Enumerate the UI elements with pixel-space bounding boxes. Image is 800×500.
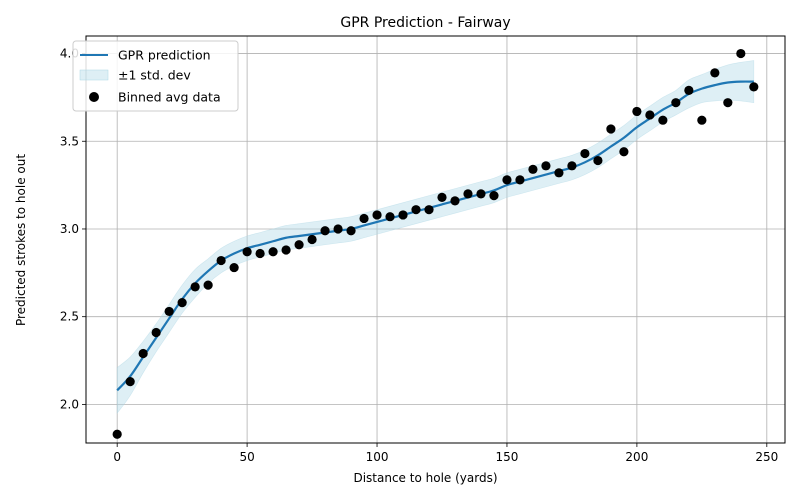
x-tick-label: 200	[625, 450, 648, 464]
data-point	[528, 164, 538, 174]
data-point	[268, 247, 278, 257]
data-point	[125, 376, 135, 387]
data-point	[736, 48, 746, 59]
data-point	[476, 189, 486, 199]
data-point	[437, 192, 447, 202]
data-point	[450, 196, 460, 206]
data-point	[411, 205, 421, 215]
data-point	[619, 147, 629, 157]
data-point	[723, 98, 733, 108]
x-tick-label: 50	[239, 450, 254, 464]
plot-frame	[85, 35, 786, 444]
chart-title: GPR Prediction - Fairway	[340, 15, 510, 31]
data-point	[593, 155, 603, 166]
legend-band-label: ±1 std. dev	[118, 68, 191, 83]
x-tick-label: 150	[496, 450, 519, 464]
y-tick-label: 3.0	[60, 222, 79, 236]
data-point	[710, 68, 720, 78]
data-point	[489, 191, 499, 201]
data-point	[645, 110, 655, 120]
data-point	[658, 115, 668, 125]
data-point	[359, 213, 369, 224]
data-point	[502, 175, 512, 185]
legend: GPR prediction ±1 std. dev Binned avg da…	[72, 40, 239, 112]
data-point	[242, 247, 252, 257]
data-point	[229, 262, 239, 273]
data-point	[554, 168, 564, 178]
data-point	[346, 226, 356, 236]
data-point	[320, 226, 330, 236]
data-point	[684, 85, 694, 95]
std-dev-band	[116, 60, 755, 415]
y-tick-label: 2.5	[60, 310, 79, 324]
data-point	[203, 280, 213, 290]
y-axis-label: Predicted strokes to hole out	[14, 154, 28, 326]
data-point	[112, 429, 122, 439]
data-point	[281, 245, 291, 255]
data-point	[580, 148, 590, 159]
data-point	[398, 210, 408, 220]
data-point	[151, 327, 161, 338]
x-tick-label: 100	[366, 450, 389, 464]
data-point	[307, 234, 317, 245]
data-point	[567, 161, 577, 171]
legend-points-swatch	[89, 92, 99, 102]
data-point	[463, 189, 473, 199]
data-point	[606, 124, 616, 134]
data-point	[424, 205, 434, 215]
x-tick-label: 250	[755, 450, 778, 464]
data-point	[697, 115, 707, 125]
x-axis-label: Distance to hole (yards)	[353, 471, 497, 485]
data-point	[372, 210, 382, 220]
prediction-line	[116, 80, 754, 392]
data-point	[164, 306, 174, 317]
data-point	[515, 175, 525, 185]
legend-prediction-label: GPR prediction	[118, 48, 211, 63]
data-point	[190, 282, 200, 292]
data-point	[385, 212, 395, 222]
data-point	[138, 348, 148, 359]
x-tick-label: 0	[113, 450, 121, 464]
data-point	[216, 255, 226, 266]
data-point	[255, 248, 265, 259]
data-points	[112, 48, 759, 439]
legend-points-label: Binned avg data	[118, 90, 221, 105]
data-point	[294, 240, 304, 250]
data-point	[671, 98, 681, 108]
data-point	[541, 161, 551, 171]
legend-box	[72, 40, 239, 112]
data-point	[177, 298, 187, 308]
data-point	[749, 82, 759, 92]
data-point	[333, 224, 343, 234]
y-tick-label: 2.0	[60, 397, 79, 411]
legend-band-swatch	[79, 69, 109, 81]
data-point	[632, 106, 642, 117]
y-tick-label: 3.5	[60, 134, 79, 148]
